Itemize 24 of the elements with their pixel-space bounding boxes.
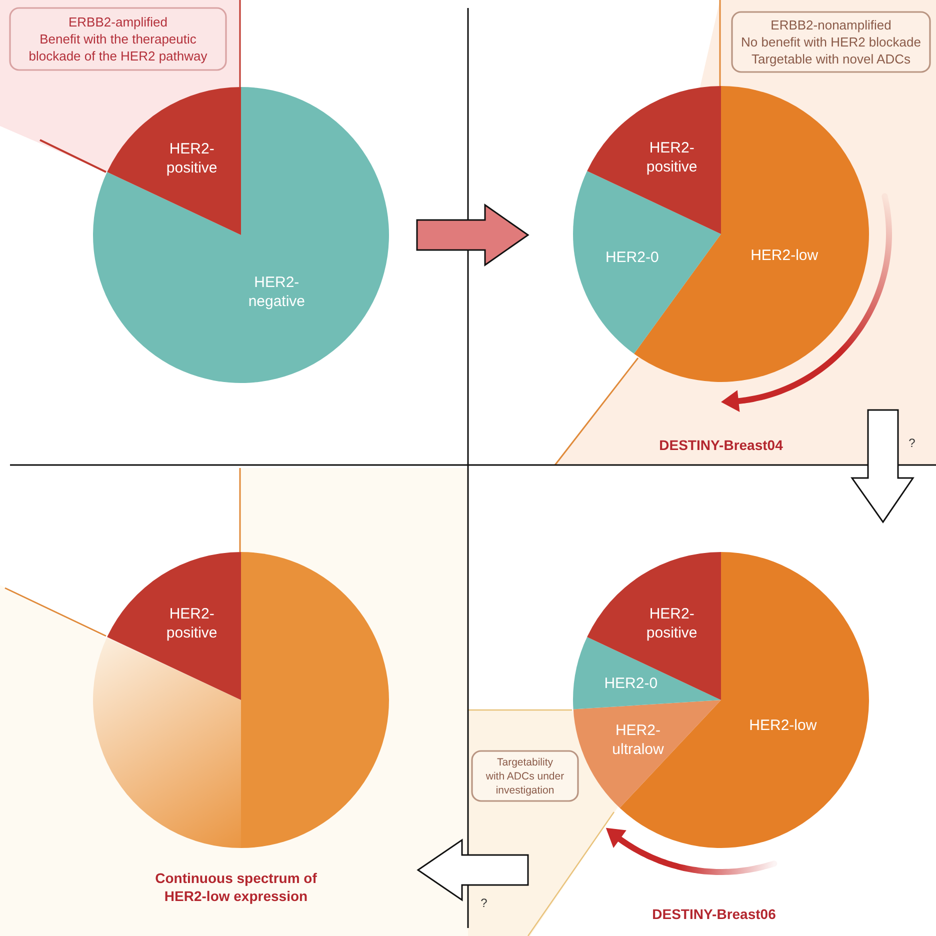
slice-label: HER2-positive — [166, 605, 218, 642]
pie-slice — [241, 552, 389, 848]
text: ERBB2-nonamplified No benefit with HER2 blockade Targetable with novel ADCs — [741, 18, 921, 67]
pie-slice — [93, 87, 389, 383]
slice-label: HER2-0 — [605, 249, 659, 266]
slice-label: HER2-positive — [166, 140, 218, 176]
text: ? — [480, 896, 488, 910]
slice-label: HER2-positive — [646, 139, 698, 176]
slice-label: HER2-low — [750, 246, 818, 264]
text: DESTINY-Breast04 — [659, 436, 784, 453]
pie-slice — [573, 700, 721, 808]
pie-slice — [587, 86, 721, 234]
text: ERBB2-amplified Benefit with the therapeutic blockade of the HER2 pathway — [28, 14, 208, 64]
slice-label: HER2-negative — [248, 274, 306, 310]
text: Targetability with ADCs under investigation — [484, 756, 565, 797]
pie-slice — [107, 552, 241, 700]
slice-label: HER2-positive — [646, 605, 698, 642]
text: DESTINY-Breast06 — [652, 906, 776, 922]
pie-slice — [587, 552, 721, 700]
text: Continuous spectrum of HER2-low expression — [155, 870, 318, 904]
text: ? — [908, 436, 916, 450]
slice-label: HER2-0 — [604, 675, 658, 692]
slice-label: HER2-low — [749, 716, 817, 734]
slice-label: HER2-ultralow — [612, 722, 664, 758]
